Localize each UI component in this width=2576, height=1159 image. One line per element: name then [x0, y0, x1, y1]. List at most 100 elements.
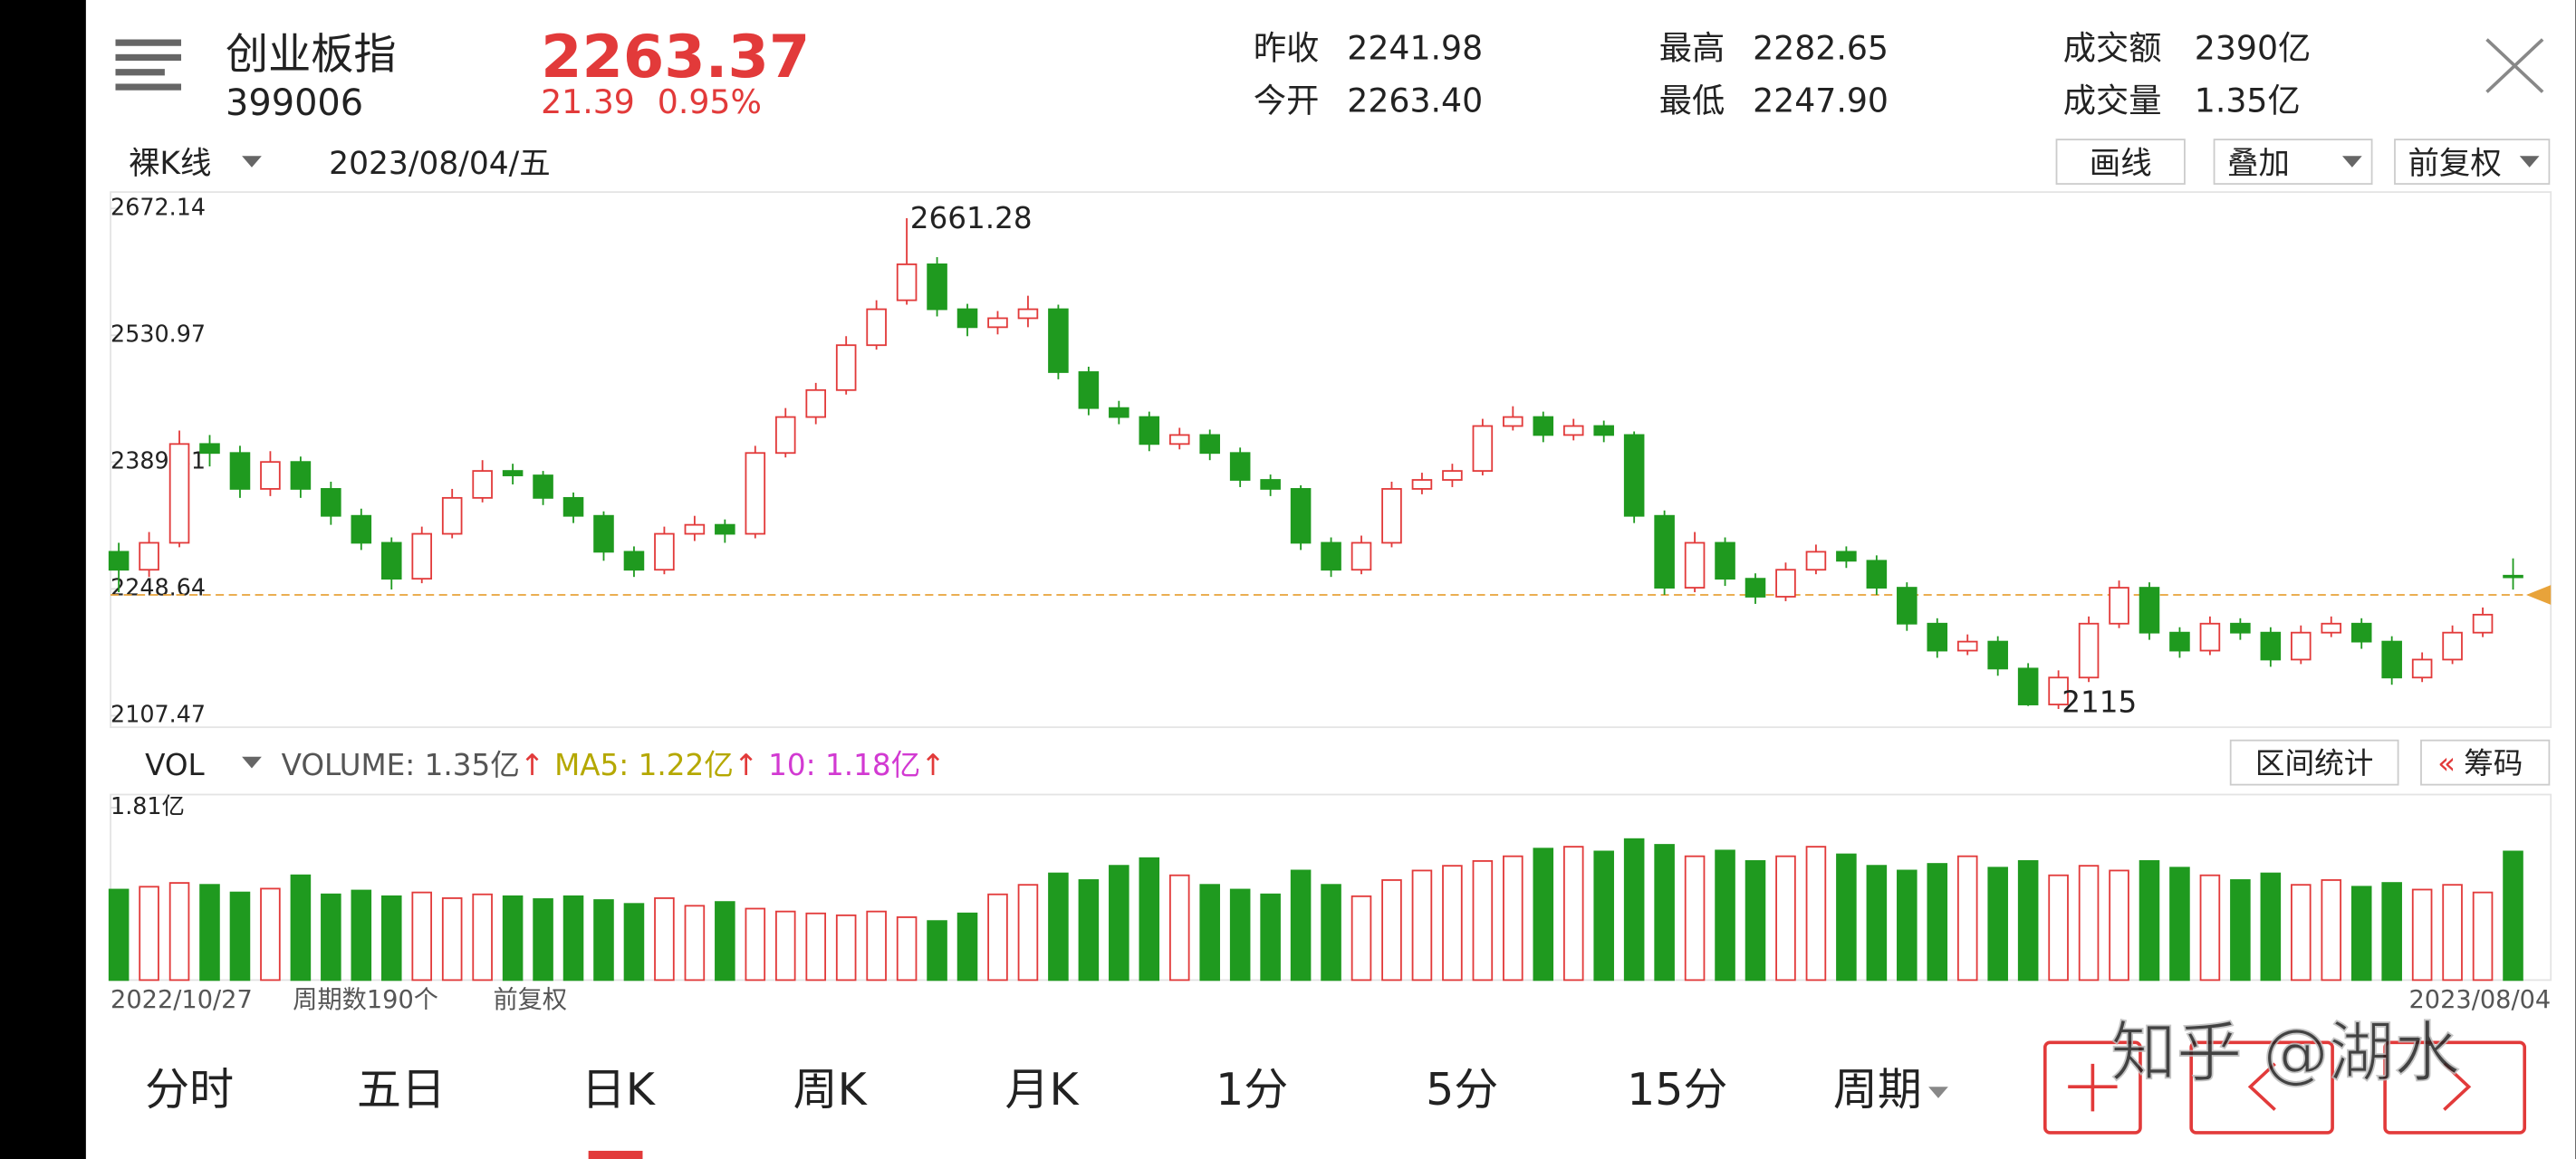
candle-body [1745, 578, 1766, 598]
tabs: 分时 五日 日K 周K 月K 1分 5分 15分 周期 [145, 1064, 1948, 1116]
volume-bar [199, 884, 220, 982]
arrow: ↑ [520, 748, 544, 782]
candle-body [2230, 622, 2251, 634]
button-label[interactable]: 叠加 [2227, 146, 2290, 182]
price: 2263.37 [541, 23, 810, 91]
volume-bar [1229, 888, 1251, 982]
tab[interactable]: 周K [793, 1064, 869, 1116]
dropdown[interactable] [2519, 156, 2540, 168]
candle-body [1593, 425, 1614, 436]
mode[interactable]: 裸K线 [129, 146, 211, 182]
volume-bar [805, 912, 826, 982]
candle-body [1897, 587, 1918, 625]
candle-body [1866, 560, 1888, 589]
close-button[interactable] [2485, 38, 2544, 93]
candle-body [1350, 541, 1372, 571]
volume-bar [1411, 869, 1433, 982]
toolbar-buttons: 画线 叠加 前复权 [2055, 139, 2551, 185]
candle-body [2048, 676, 2069, 705]
index-code: 399006 [226, 82, 363, 124]
candle-body [623, 551, 645, 571]
button-label[interactable]: 画线 [2090, 146, 2152, 182]
candle-body [2503, 574, 2523, 579]
end-date: 2023/08/04 [2409, 986, 2552, 1014]
volume-bar [1593, 850, 1614, 982]
candle-body [199, 443, 220, 455]
tab[interactable]: 分时 [145, 1064, 234, 1116]
tab[interactable]: 5分 [1426, 1064, 1498, 1116]
button-label[interactable]: 区间统计 [2255, 746, 2374, 781]
dropdown[interactable] [242, 156, 262, 168]
volume-bar [774, 910, 796, 982]
tab[interactable]: 五日 [357, 1064, 446, 1116]
candle-body [715, 523, 735, 535]
tab[interactable]: 月K [1005, 1064, 1081, 1116]
candle-body [1442, 470, 1463, 481]
volume-bar [1836, 853, 1857, 982]
volume-bar [1805, 846, 1827, 982]
volume-bar [2321, 879, 2342, 982]
button[interactable] [2055, 139, 2186, 185]
candle-body [2017, 667, 2039, 705]
volume-bar [2230, 879, 2251, 982]
volume-bar [1350, 895, 1372, 982]
tab[interactable]: 1分 [1216, 1064, 1288, 1116]
candle-body [745, 452, 766, 535]
volume-bar [1381, 879, 1402, 982]
next-button[interactable] [2383, 1040, 2527, 1135]
dropdown[interactable] [242, 756, 262, 769]
volume-bar [502, 895, 524, 982]
volume-bar [1715, 849, 1735, 982]
button-label[interactable]: 筹码 [2464, 746, 2523, 781]
candle-body [2260, 631, 2282, 661]
prev-button[interactable] [2189, 1040, 2334, 1135]
volume-bar [2048, 874, 2069, 982]
volume-bar [2503, 850, 2523, 982]
candle-body [1321, 541, 1341, 571]
candle-body [835, 344, 857, 391]
volume-bar [2139, 860, 2160, 982]
volume-bar [472, 893, 493, 982]
button[interactable] [2420, 739, 2551, 786]
tab[interactable]: 15分 [1627, 1064, 1727, 1116]
button[interactable] [2213, 139, 2373, 185]
candle-body [1533, 416, 1554, 436]
volume-bar [168, 882, 190, 982]
button[interactable] [2229, 739, 2399, 786]
volume-bar [593, 899, 614, 982]
change-pct: 0.95% [658, 82, 762, 121]
y-tick-label: 2248.64 [111, 573, 206, 600]
candle-body [1775, 569, 1796, 598]
tab[interactable]: 日K [582, 1064, 657, 1116]
add-button[interactable] [2043, 1040, 2142, 1135]
volume-bar [380, 895, 402, 982]
button[interactable] [2394, 139, 2551, 185]
candle-body [654, 532, 675, 571]
volume-bar [533, 898, 553, 982]
volume-bar [321, 893, 341, 982]
volume-bar [956, 912, 978, 982]
stat-value: 2390亿 [2195, 28, 2312, 67]
stat-value: 2247.90 [1753, 81, 1889, 120]
stat-label: 昨收 [1254, 28, 1320, 67]
stat-value: 2241.98 [1347, 28, 1483, 67]
y-tick-label: 2530.97 [111, 320, 206, 347]
candle-body [987, 317, 1008, 329]
button-label[interactable]: 前复权 [2408, 146, 2501, 182]
dropdown[interactable] [2341, 156, 2362, 168]
menu-icon[interactable] [115, 39, 182, 91]
volume-bar [927, 920, 947, 982]
candle-body [1078, 371, 1100, 409]
candle-body [1836, 551, 1857, 562]
candle-body [1987, 640, 2008, 670]
tab[interactable]: 周期 [1833, 1064, 1922, 1116]
volume-bar [2109, 869, 2129, 982]
dropdown[interactable] [1928, 1087, 1948, 1098]
volume-bar [139, 886, 159, 982]
volume-bar [1017, 884, 1039, 982]
candle-body [441, 496, 463, 535]
volume-bar [2472, 891, 2494, 982]
stat-label: 今开 [1254, 81, 1320, 120]
chevron: « [2437, 746, 2456, 781]
